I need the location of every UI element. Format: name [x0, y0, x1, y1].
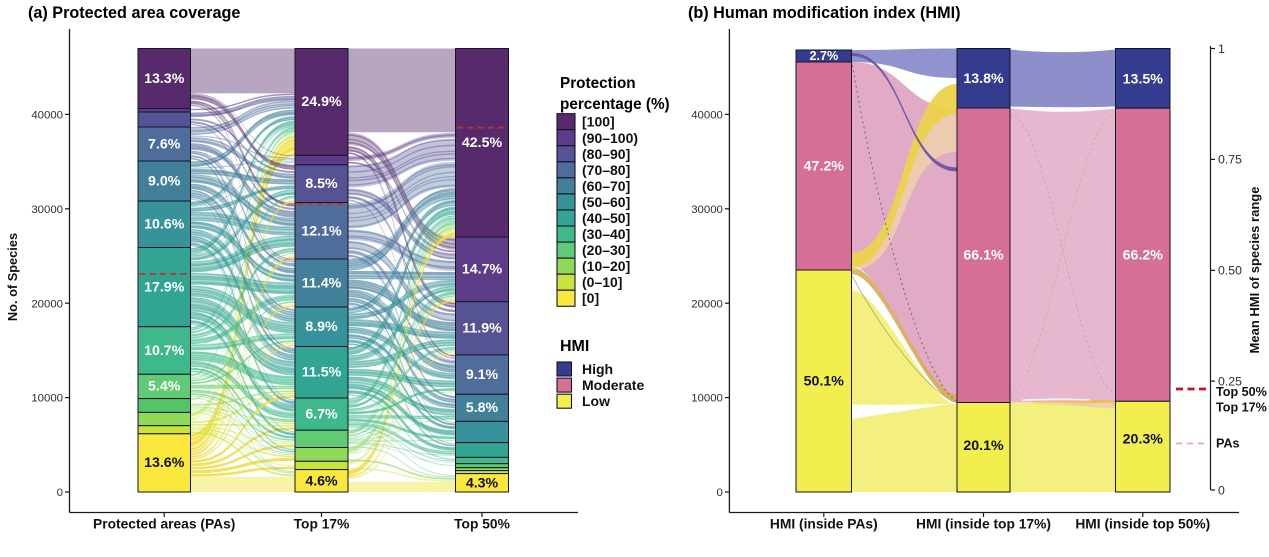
svg-text:13.8%: 13.8% [963, 71, 1004, 87]
svg-text:(40–50]: (40–50] [582, 210, 630, 226]
svg-text:8.5%: 8.5% [305, 176, 338, 192]
svg-text:13.3%: 13.3% [144, 71, 185, 87]
svg-text:4.6%: 4.6% [305, 474, 338, 490]
svg-text:10000: 10000 [31, 393, 63, 405]
svg-text:7.6%: 7.6% [148, 137, 181, 153]
svg-text:High: High [582, 361, 613, 377]
svg-text:13.6%: 13.6% [144, 455, 185, 471]
svg-text:(a) Protected area coverage: (a) Protected area coverage [28, 4, 240, 22]
svg-text:Moderate: Moderate [582, 377, 644, 393]
svg-text:(90–100): (90–100) [582, 130, 638, 146]
svg-text:(0–10]: (0–10] [582, 274, 622, 290]
svg-text:20.1%: 20.1% [963, 438, 1004, 454]
svg-text:HMI (inside PAs): HMI (inside PAs) [770, 517, 878, 532]
svg-text:(30–40]: (30–40] [582, 226, 630, 242]
svg-text:(60–70]: (60–70] [582, 178, 630, 194]
svg-text:2.7%: 2.7% [809, 49, 838, 63]
svg-text:0.25: 0.25 [1218, 374, 1242, 388]
svg-text:40000: 40000 [691, 110, 723, 122]
svg-text:66.1%: 66.1% [963, 248, 1004, 264]
svg-text:20000: 20000 [691, 298, 723, 310]
svg-text:(10–20]: (10–20] [582, 258, 630, 274]
svg-text:[0]: [0] [582, 290, 599, 306]
svg-text:30000: 30000 [691, 204, 723, 216]
svg-text:66.2%: 66.2% [1123, 248, 1164, 264]
svg-text:(50–60]: (50–60] [582, 194, 630, 210]
svg-text:47.2%: 47.2% [804, 159, 845, 175]
svg-text:(b) Human modification index (: (b) Human modification index (HMI) [688, 4, 960, 22]
svg-text:11.9%: 11.9% [462, 321, 502, 337]
svg-text:30000: 30000 [31, 204, 63, 216]
svg-text:[100]: [100] [582, 114, 615, 130]
svg-text:0: 0 [1218, 483, 1225, 497]
svg-text:0.50: 0.50 [1218, 264, 1242, 278]
svg-text:42.5%: 42.5% [462, 135, 503, 151]
svg-text:6.7%: 6.7% [305, 407, 338, 423]
svg-text:17.9%: 17.9% [144, 280, 185, 296]
svg-text:HMI (inside top 17%): HMI (inside top 17%) [916, 517, 1051, 532]
svg-text:PAs: PAs [1216, 437, 1240, 451]
svg-text:percentage (%): percentage (%) [560, 96, 670, 113]
svg-text:Protected areas (PAs): Protected areas (PAs) [93, 517, 235, 532]
svg-text:12.1%: 12.1% [301, 224, 342, 240]
svg-text:20.3%: 20.3% [1123, 432, 1164, 448]
svg-text:(80–90]: (80–90] [582, 146, 630, 162]
svg-text:9.1%: 9.1% [466, 367, 499, 383]
svg-text:40000: 40000 [31, 110, 63, 122]
svg-text:5.4%: 5.4% [148, 379, 181, 395]
svg-text:9.0%: 9.0% [148, 174, 181, 190]
svg-text:50.1%: 50.1% [804, 374, 845, 390]
svg-text:Protection: Protection [560, 75, 636, 92]
svg-text:14.7%: 14.7% [462, 262, 503, 278]
svg-text:10.7%: 10.7% [144, 343, 185, 359]
svg-text:(70–80]: (70–80] [582, 162, 630, 178]
svg-text:Mean HMI of species range: Mean HMI of species range [1247, 187, 1262, 354]
svg-text:(20–30]: (20–30] [582, 242, 630, 258]
svg-text:11.5%: 11.5% [302, 365, 342, 381]
svg-text:5.8%: 5.8% [466, 400, 499, 416]
svg-text:HMI (inside top 50%): HMI (inside top 50%) [1075, 517, 1210, 532]
svg-text:10000: 10000 [691, 393, 723, 405]
svg-text:Top 17%: Top 17% [1216, 401, 1267, 415]
svg-text:Top 17%: Top 17% [294, 517, 350, 532]
svg-text:8.9%: 8.9% [305, 319, 338, 335]
svg-text:20000: 20000 [31, 298, 63, 310]
svg-text:4.3%: 4.3% [466, 476, 499, 492]
svg-text:10.6%: 10.6% [144, 217, 185, 233]
svg-text:HMI: HMI [560, 338, 589, 355]
svg-text:Low: Low [582, 393, 610, 409]
svg-text:13.5%: 13.5% [1123, 72, 1164, 88]
svg-text:11.4%: 11.4% [302, 276, 342, 292]
svg-text:0: 0 [57, 487, 63, 499]
svg-text:No. of Species: No. of Species [5, 233, 20, 321]
svg-text:Top 50%: Top 50% [1216, 385, 1267, 399]
svg-text:0.75: 0.75 [1218, 153, 1242, 167]
svg-text:0: 0 [717, 487, 723, 499]
svg-text:1: 1 [1218, 42, 1225, 56]
svg-text:24.9%: 24.9% [301, 94, 342, 110]
svg-text:Top 50%: Top 50% [454, 517, 510, 532]
